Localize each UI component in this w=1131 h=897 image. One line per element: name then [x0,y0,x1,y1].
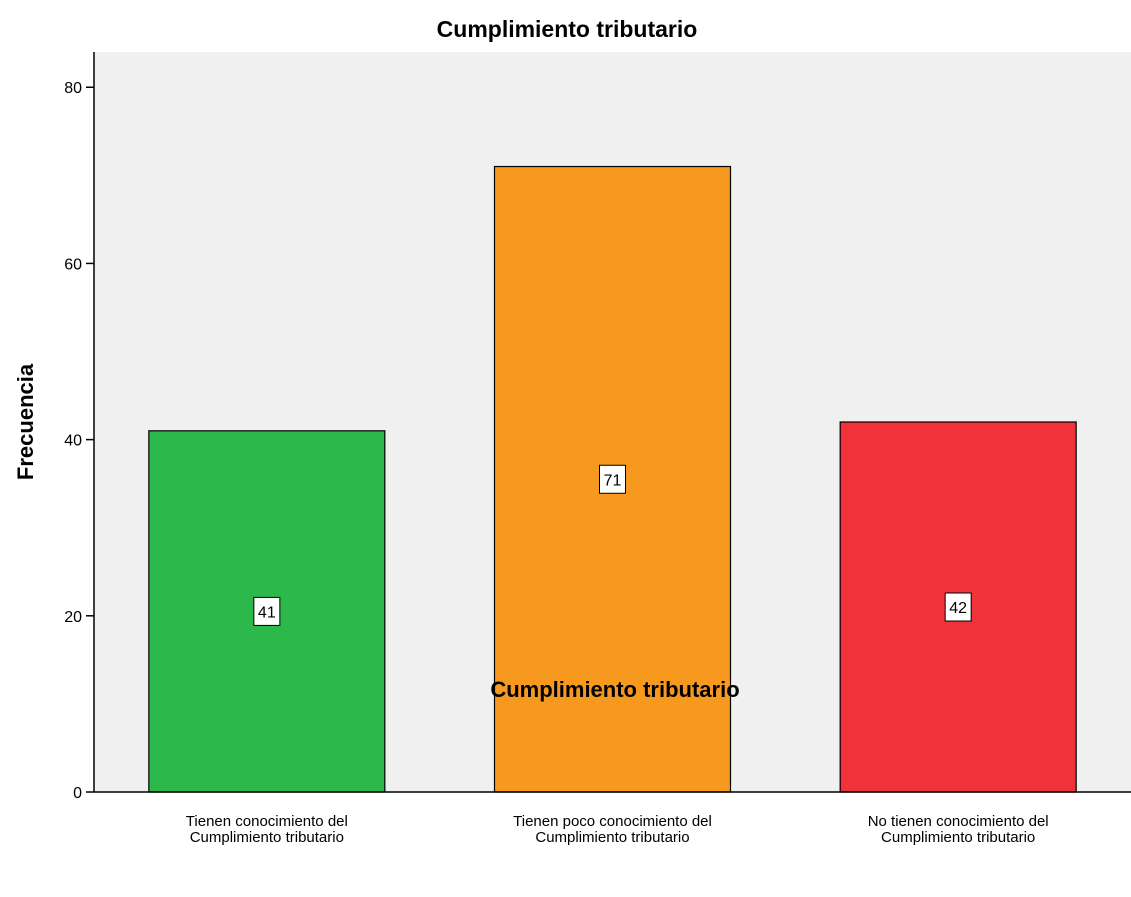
x-category-label: Tienen conocimiento del [186,813,348,830]
y-tick-label: 20 [64,609,82,626]
data-label: 71 [604,472,622,489]
y-ticks-group: 0 20 40 60 80 [64,80,94,802]
x-category-label: Cumplimiento tributario [535,829,689,846]
y-tick-label: 60 [64,256,82,273]
data-label-box [253,596,281,626]
x-axis-title: Cumplimiento tributario [490,677,739,702]
y-axis-title: Frecuencia [13,363,38,480]
y-tick-label: 80 [64,80,82,97]
data-label-box [944,592,972,622]
y-tick-label: 40 [64,433,82,450]
x-category-label: Cumplimiento tributario [881,829,1035,846]
data-labels-group: 41 71 42 [253,464,972,626]
chart-title: Cumplimiento tributario [437,16,698,42]
x-category-label: No tienen conocimiento del [868,813,1049,830]
data-label: 41 [258,604,276,621]
data-label: 42 [949,600,967,617]
y-tick-label: 0 [73,785,82,802]
data-label-box [599,464,626,494]
x-category-label: Tienen poco conocimiento del [513,813,712,830]
x-category-label: Cumplimiento tributario [190,829,344,846]
